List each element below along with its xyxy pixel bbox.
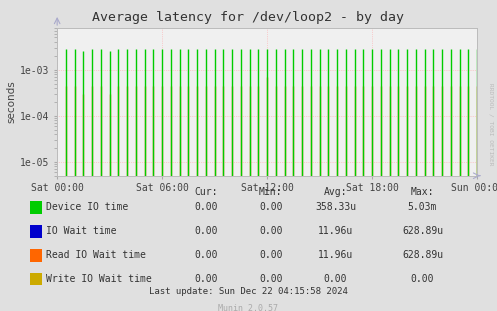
Text: Write IO Wait time: Write IO Wait time [46, 274, 152, 284]
Text: 0.00: 0.00 [194, 274, 218, 284]
Text: 358.33u: 358.33u [315, 202, 356, 212]
Text: 11.96u: 11.96u [318, 226, 353, 236]
Text: 628.89u: 628.89u [402, 250, 443, 260]
Text: Cur:: Cur: [194, 187, 218, 197]
Text: 0.00: 0.00 [259, 226, 283, 236]
Text: 0.00: 0.00 [259, 274, 283, 284]
Text: Average latency for /dev/loop2 - by day: Average latency for /dev/loop2 - by day [92, 11, 405, 24]
Text: RRDTOOL / TOBI OETIKER: RRDTOOL / TOBI OETIKER [489, 83, 494, 166]
Text: 0.00: 0.00 [194, 226, 218, 236]
Text: Device IO time: Device IO time [46, 202, 128, 212]
Text: IO Wait time: IO Wait time [46, 226, 117, 236]
Y-axis label: seconds: seconds [6, 81, 16, 123]
Text: 11.96u: 11.96u [318, 250, 353, 260]
Text: Read IO Wait time: Read IO Wait time [46, 250, 146, 260]
Text: 0.00: 0.00 [194, 250, 218, 260]
Text: Max:: Max: [411, 187, 434, 197]
Text: 0.00: 0.00 [324, 274, 347, 284]
Text: 0.00: 0.00 [411, 274, 434, 284]
Text: 0.00: 0.00 [259, 250, 283, 260]
Text: Last update: Sun Dec 22 04:15:58 2024: Last update: Sun Dec 22 04:15:58 2024 [149, 287, 348, 296]
Text: Avg:: Avg: [324, 187, 347, 197]
Text: 5.03m: 5.03m [408, 202, 437, 212]
Text: 0.00: 0.00 [259, 202, 283, 212]
Text: Munin 2.0.57: Munin 2.0.57 [219, 304, 278, 311]
Text: 628.89u: 628.89u [402, 226, 443, 236]
Text: 0.00: 0.00 [194, 202, 218, 212]
Text: Min:: Min: [259, 187, 283, 197]
